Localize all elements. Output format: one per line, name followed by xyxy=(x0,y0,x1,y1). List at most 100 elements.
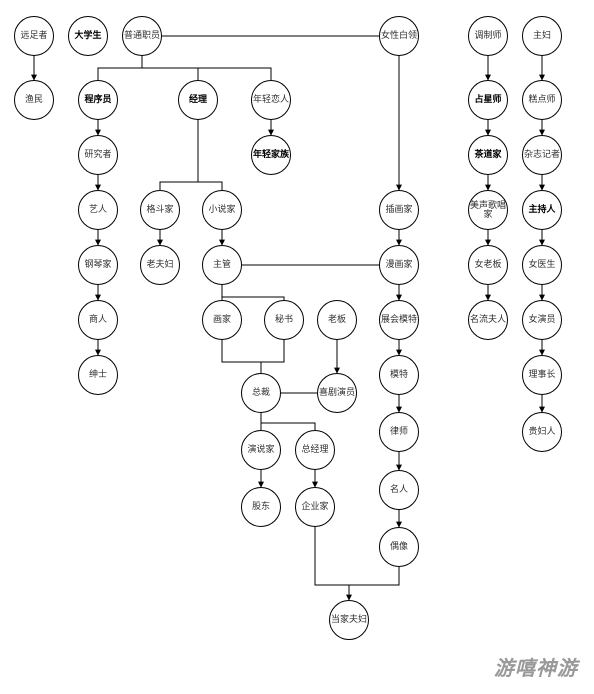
node-n_chadaojiajia: 茶道家 xyxy=(468,135,508,175)
node-n_chengxuyuan: 程序员 xyxy=(78,80,118,120)
node-n_zazhiji: 杂志记者 xyxy=(522,135,562,175)
node-label: 女医生 xyxy=(523,260,561,269)
watermark-text: 游嘻神游 xyxy=(494,658,578,680)
node-label: 展会模特 xyxy=(380,315,418,324)
node-label: 调制师 xyxy=(469,31,507,40)
node-n_putongzhiyuan: 普通职员 xyxy=(122,16,162,56)
node-n_gaodianshi: 糕点师 xyxy=(522,80,562,120)
node-n_laoban: 老板 xyxy=(317,300,357,340)
node-n_xijuyanyuan: 喜剧演员 xyxy=(317,373,357,413)
node-n_shenshi: 绅士 xyxy=(78,355,118,395)
node-label: 画家 xyxy=(203,315,241,324)
node-label: 当家夫妇 xyxy=(330,615,368,624)
node-n_zhufu: 主妇 xyxy=(522,16,562,56)
edge xyxy=(315,527,349,585)
node-label: 女老板 xyxy=(469,260,507,269)
edge xyxy=(261,340,284,373)
node-n_manhuajia: 漫画家 xyxy=(379,245,419,285)
watermark: 游嘻神游 xyxy=(494,652,578,681)
node-label: 股东 xyxy=(242,502,280,511)
node-label: 企业家 xyxy=(296,502,334,511)
edge xyxy=(222,340,261,373)
node-n_zhanxingshi: 占星师 xyxy=(468,80,508,120)
node-label: 钢琴家 xyxy=(79,260,117,269)
edge xyxy=(261,413,315,430)
node-n_zhuguan: 主管 xyxy=(202,245,242,285)
node-label: 主妇 xyxy=(523,31,561,40)
node-label: 喜剧演员 xyxy=(318,388,356,397)
node-label: 程序员 xyxy=(79,95,117,104)
node-label: 偶像 xyxy=(380,542,418,551)
node-n_chahuajia: 插画家 xyxy=(379,190,419,230)
node-n_nvyanyuan: 女演员 xyxy=(522,300,562,340)
node-n_nvyisheng: 女医生 xyxy=(522,245,562,285)
edge xyxy=(198,120,222,190)
node-n_laofufu: 老夫妇 xyxy=(140,245,180,285)
node-label: 秘书 xyxy=(265,315,303,324)
node-n_meishenggechangjia: 美声歌唱家 xyxy=(468,190,508,230)
node-label: 总经理 xyxy=(296,445,334,454)
node-label: 主持人 xyxy=(523,205,561,214)
node-n_jingli: 经理 xyxy=(178,80,218,120)
node-label: 年轻家族 xyxy=(252,150,290,159)
node-label: 名流夫人 xyxy=(469,315,507,324)
node-n_nianqinglianren: 年轻恋人 xyxy=(251,80,291,120)
node-label: 女性白领 xyxy=(380,31,418,40)
node-label: 远足者 xyxy=(15,31,53,40)
node-label: 占星师 xyxy=(469,95,507,104)
node-n_gudong: 股东 xyxy=(241,487,281,527)
node-label: 艺人 xyxy=(79,205,117,214)
edge xyxy=(142,56,271,80)
node-n_guifuren: 贵妇人 xyxy=(522,412,562,452)
node-label: 美声歌唱家 xyxy=(469,201,507,220)
node-label: 理事长 xyxy=(523,370,561,379)
node-n_huajia: 画家 xyxy=(202,300,242,340)
node-n_daxuesheng: 大学生 xyxy=(68,16,108,56)
node-label: 演说家 xyxy=(242,445,280,454)
node-n_yiren: 艺人 xyxy=(78,190,118,230)
node-n_tiaozhishi: 调制师 xyxy=(468,16,508,56)
node-label: 格斗家 xyxy=(141,205,179,214)
node-label: 研究者 xyxy=(79,150,117,159)
edge xyxy=(98,56,142,80)
node-label: 插画家 xyxy=(380,205,418,214)
node-label: 商人 xyxy=(79,315,117,324)
node-label: 老板 xyxy=(318,315,356,324)
node-label: 女演员 xyxy=(523,315,561,324)
node-label: 律师 xyxy=(380,427,418,436)
diagram-canvas: 远足者 大学生 普通职员 女性白领 调制师 主妇渔民 程序员 经理年轻恋人 占星师 糕点师研究者 年… xyxy=(0,0,594,694)
node-n_dangjiafufu: 当家夫妇 xyxy=(329,600,369,640)
node-label: 老夫妇 xyxy=(141,260,179,269)
node-label: 普通职员 xyxy=(123,31,161,40)
node-n_nianqingjiazu: 年轻家族 xyxy=(251,135,291,175)
node-n_yumin: 渔民 xyxy=(14,80,54,120)
node-n_mingliufuren: 名流夫人 xyxy=(468,300,508,340)
node-label: 糕点师 xyxy=(523,95,561,104)
node-n_xiaoshuojia: 小说家 xyxy=(202,190,242,230)
node-n_yanshuojia: 演说家 xyxy=(241,430,281,470)
node-label: 主管 xyxy=(203,260,241,269)
node-n_lishizhang: 理事长 xyxy=(522,355,562,395)
node-n_ouxiang: 偶像 xyxy=(379,527,419,567)
node-label: 模特 xyxy=(380,370,418,379)
node-n_nvlaoban: 女老板 xyxy=(468,245,508,285)
node-label: 绅士 xyxy=(79,370,117,379)
node-n_zongjingli: 总经理 xyxy=(295,430,335,470)
node-label: 贵妇人 xyxy=(523,427,561,436)
node-n_mishu: 秘书 xyxy=(264,300,304,340)
edge xyxy=(142,56,198,80)
edge xyxy=(160,120,198,190)
node-label: 茶道家 xyxy=(469,150,507,159)
edge xyxy=(349,567,399,600)
node-n_gangqinjia: 钢琴家 xyxy=(78,245,118,285)
node-label: 漫画家 xyxy=(380,260,418,269)
node-label: 小说家 xyxy=(203,205,241,214)
node-n_nvxingbailing: 女性白领 xyxy=(379,16,419,56)
node-n_zongcai: 总裁 xyxy=(241,373,281,413)
node-n_shangren: 商人 xyxy=(78,300,118,340)
node-n_mote: 模特 xyxy=(379,355,419,395)
node-label: 大学生 xyxy=(69,31,107,40)
node-label: 渔民 xyxy=(15,95,53,104)
edge xyxy=(222,285,284,300)
node-n_mingren: 名人 xyxy=(379,470,419,510)
